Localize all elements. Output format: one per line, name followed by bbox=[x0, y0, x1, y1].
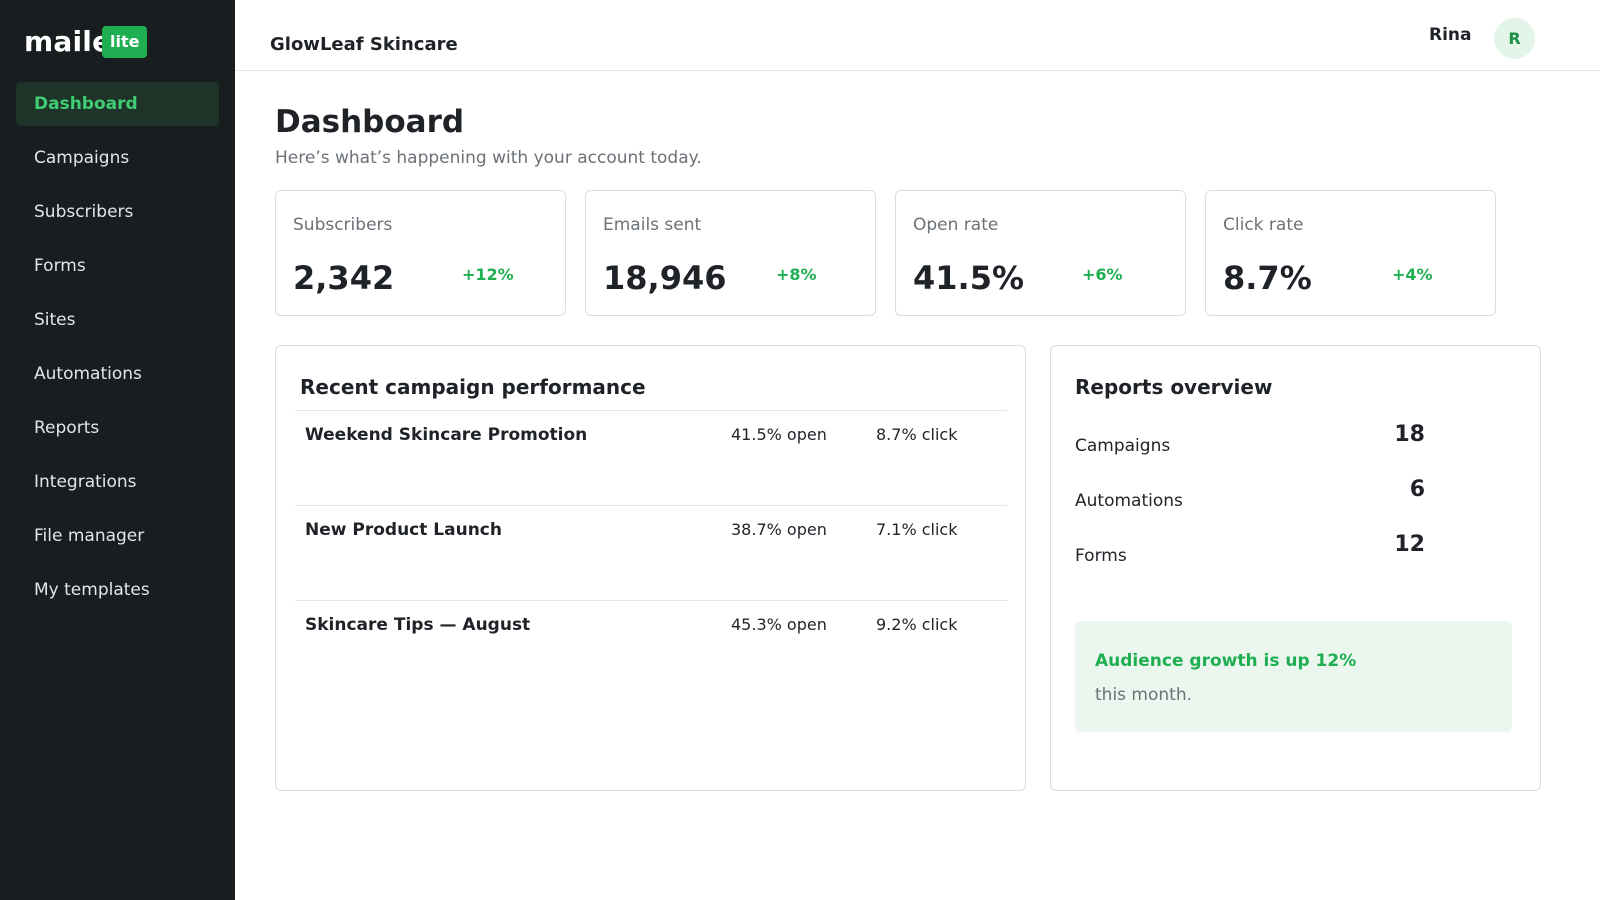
campaign-name[interactable]: Weekend Skincare Promotion bbox=[305, 425, 588, 445]
campaign-open-rate: 45.3% open bbox=[731, 615, 827, 634]
table-row[interactable]: Skincare Tips — August 45.3% open 9.2% c… bbox=[295, 600, 1007, 695]
report-value: 6 bbox=[1409, 477, 1425, 502]
campaign-open-rate: 38.7% open bbox=[731, 520, 827, 539]
stat-value: 18,946 bbox=[603, 259, 727, 297]
stat-value: 8.7% bbox=[1223, 259, 1312, 297]
campaign-name[interactable]: New Product Launch bbox=[305, 520, 502, 540]
page-title: Dashboard bbox=[275, 104, 465, 140]
audience-growth-callout: Audience growth is up 12% this month. bbox=[1075, 621, 1512, 732]
sidebar-item-integrations[interactable]: Integrations bbox=[34, 472, 137, 492]
stat-label: Open rate bbox=[913, 215, 999, 235]
campaign-performance-panel: Recent campaign performance Weekend Skin… bbox=[275, 345, 1026, 791]
stat-label: Emails sent bbox=[603, 215, 702, 235]
sidebar-item-dashboard[interactable]: Dashboard bbox=[16, 82, 219, 126]
stat-change: +6% bbox=[1082, 265, 1123, 284]
avatar[interactable]: R bbox=[1494, 18, 1535, 59]
logo[interactable]: mailer lite bbox=[24, 24, 148, 60]
sidebar-item-file-manager[interactable]: File manager bbox=[34, 526, 145, 546]
stat-card-click-rate: Click rate 8.7% +4% bbox=[1205, 190, 1496, 316]
campaign-click-rate: 8.7% click bbox=[876, 425, 958, 444]
topbar: GlowLeaf Skincare Rina R bbox=[235, 0, 1600, 71]
panel-title: Reports overview bbox=[1075, 375, 1273, 399]
report-label: Campaigns bbox=[1075, 436, 1171, 456]
report-row-forms[interactable]: Forms 12 bbox=[1075, 530, 1435, 570]
sidebar-item-sites[interactable]: Sites bbox=[34, 310, 76, 330]
campaign-click-rate: 7.1% click bbox=[876, 520, 958, 539]
report-value: 12 bbox=[1394, 532, 1425, 557]
report-row-automations[interactable]: Automations 6 bbox=[1075, 475, 1435, 515]
sidebar-item-campaigns[interactable]: Campaigns bbox=[34, 148, 130, 168]
panel-title: Recent campaign performance bbox=[300, 375, 646, 399]
stat-value: 41.5% bbox=[913, 259, 1025, 297]
callout-title: Audience growth is up 12% bbox=[1095, 651, 1357, 671]
stat-change: +12% bbox=[462, 265, 514, 284]
stats-row: Subscribers 2,342 +12% Emails sent 18,94… bbox=[275, 190, 1496, 316]
stat-change: +8% bbox=[776, 265, 817, 284]
callout-text: this month. bbox=[1095, 685, 1193, 705]
sidebar-item-subscribers[interactable]: Subscribers bbox=[34, 202, 134, 222]
logo-badge: lite bbox=[102, 26, 148, 58]
sidebar-item-reports[interactable]: Reports bbox=[34, 418, 100, 438]
campaign-name[interactable]: Skincare Tips — August bbox=[305, 615, 531, 635]
stat-card-emails-sent: Emails sent 18,946 +8% bbox=[585, 190, 876, 316]
stat-card-subscribers: Subscribers 2,342 +12% bbox=[275, 190, 566, 316]
sidebar-item-my-templates[interactable]: My templates bbox=[34, 580, 150, 600]
table-row[interactable]: New Product Launch 38.7% open 7.1% click bbox=[295, 505, 1007, 600]
report-row-campaigns[interactable]: Campaigns 18 bbox=[1075, 420, 1435, 460]
stat-label: Subscribers bbox=[293, 215, 393, 235]
report-label: Automations bbox=[1075, 491, 1183, 511]
report-value: 18 bbox=[1394, 422, 1425, 447]
main-content: Dashboard Here’s what’s happening with y… bbox=[235, 71, 1600, 900]
stat-label: Click rate bbox=[1223, 215, 1304, 235]
table-row[interactable]: Weekend Skincare Promotion 41.5% open 8.… bbox=[295, 410, 1007, 505]
sidebar: mailer lite Dashboard Campaigns Subscrib… bbox=[0, 0, 235, 900]
stat-card-open-rate: Open rate 41.5% +6% bbox=[895, 190, 1186, 316]
page-subtitle: Here’s what’s happening with your accoun… bbox=[275, 148, 702, 168]
user-name[interactable]: Rina bbox=[1429, 25, 1472, 45]
stat-value: 2,342 bbox=[293, 259, 395, 297]
account-name[interactable]: GlowLeaf Skincare bbox=[270, 34, 458, 55]
stat-change: +4% bbox=[1392, 265, 1433, 284]
report-label: Forms bbox=[1075, 546, 1127, 566]
sidebar-item-forms[interactable]: Forms bbox=[34, 256, 86, 276]
sidebar-item-automations[interactable]: Automations bbox=[34, 364, 142, 384]
reports-overview-panel: Reports overview Campaigns 18 Automation… bbox=[1050, 345, 1541, 791]
campaign-click-rate: 9.2% click bbox=[876, 615, 958, 634]
sidebar-nav: Dashboard Campaigns Subscribers Forms Si… bbox=[16, 82, 219, 622]
logo-wordmark: mailer bbox=[24, 25, 104, 58]
campaign-open-rate: 41.5% open bbox=[731, 425, 827, 444]
